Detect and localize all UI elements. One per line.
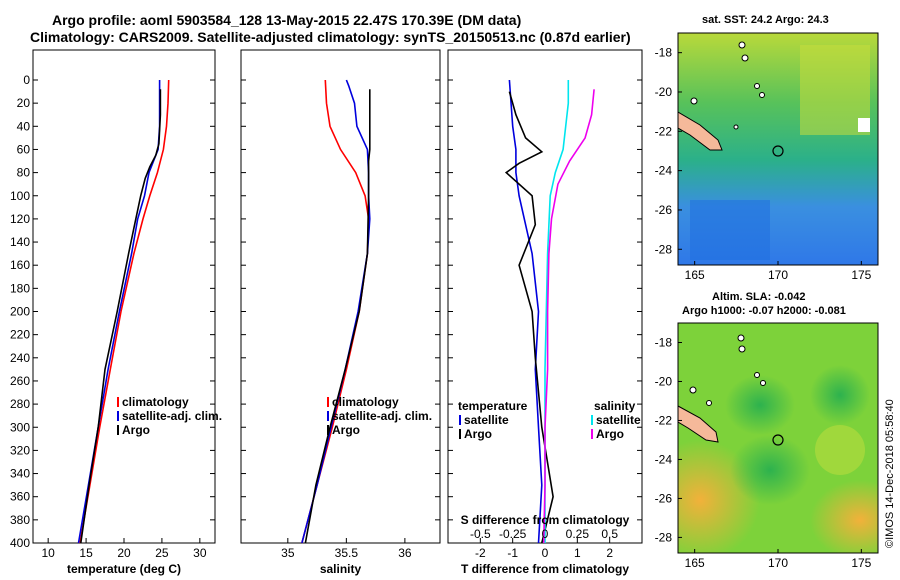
y-tick-label: 140 — [10, 235, 30, 249]
y-tick-label: 120 — [10, 212, 30, 226]
sla-map-title2: Argo h1000: -0.07 h2000: -0.081 — [682, 305, 846, 317]
sst-y-tick-label: -28 — [655, 242, 673, 256]
legend-label: satellite-adj. clim. — [332, 409, 432, 423]
argo-position-marker-sla — [772, 434, 784, 446]
legend-label: Argo — [122, 423, 150, 437]
legend-label: satellite — [596, 413, 641, 427]
y-tick-label: 180 — [10, 281, 30, 295]
y-tick-label: 0 — [23, 73, 30, 87]
y-tick-label: 40 — [17, 119, 31, 133]
sla-map — [678, 323, 878, 553]
sla-x-tick-label: 165 — [685, 556, 705, 570]
profile-panel-3: -2 -1 0 1 2 T difference from climatology temp… — [447, 49, 643, 576]
sst-y-tick-label: -20 — [655, 85, 673, 99]
sst-y-tick-label: -22 — [655, 124, 673, 138]
sst-map-title: sat. SST: 24.2 Argo: 24.3 — [702, 14, 829, 26]
x-axis-label: T difference from climatology — [461, 562, 629, 576]
x-tick-label: 20 — [117, 546, 131, 560]
x2-tick-label: 0 — [542, 527, 549, 541]
y-tick-label: 380 — [10, 513, 30, 527]
x2-tick-label: -0.25 — [499, 527, 527, 541]
x-tick-label: 15 — [79, 546, 93, 560]
panel-frame — [240, 49, 441, 544]
y-tick-label: 80 — [17, 166, 31, 180]
y-tick-label: 220 — [10, 328, 30, 342]
sst-y-tick-label: -24 — [655, 164, 673, 178]
profile-panel-2: 35 35.5 36 salinity climatologysatellite-adj… — [240, 49, 441, 576]
profile-panel-1: 0 20 40 60 80 100 120 140 160 180 200 220 240 260 280 3… — [10, 49, 222, 576]
sst-x-tick-label: 170 — [768, 268, 788, 282]
y-tick-label: 280 — [10, 397, 30, 411]
legend-label: Argo — [464, 427, 492, 441]
sst-x-tick-label: 175 — [851, 268, 871, 282]
series-salinity-satellite — [544, 80, 570, 543]
x-tick-label: 36 — [398, 546, 412, 560]
series-salinity-argo — [542, 89, 595, 544]
x-tick-label: 35.5 — [335, 546, 359, 560]
sla-y-tick-label: -24 — [655, 452, 673, 466]
y-tick-label: 320 — [10, 443, 30, 457]
legend-group-label: salinity — [594, 399, 636, 413]
x-tick-label: 30 — [193, 546, 207, 560]
x-tick-label: 0 — [542, 546, 549, 560]
x2-axis-label: S difference from climatology — [461, 513, 630, 527]
x-axis-label: temperature (deg C) — [67, 562, 181, 576]
sla-x-tick-label: 170 — [768, 556, 788, 570]
argo-position-marker — [772, 145, 784, 157]
y-tick-label: 340 — [10, 467, 30, 481]
sst-y-tick-label: -26 — [655, 203, 673, 217]
x-tick-label: 25 — [155, 546, 169, 560]
y-tick-label: 260 — [10, 374, 30, 388]
legend-group-label: temperature — [458, 399, 528, 413]
y-tick-label: 200 — [10, 305, 30, 319]
series-argo — [80, 89, 162, 544]
series-temperature-argo — [504, 91, 554, 544]
y-tick-label: 160 — [10, 258, 30, 272]
sst-x-tick-label: 165 — [685, 268, 705, 282]
header-line2: Climatology: CARS2009. Satellite-adjuste… — [30, 29, 631, 45]
sla-y-tick-label: -26 — [655, 491, 673, 505]
x2-tick-label: 0.25 — [566, 527, 590, 541]
legend-label: Argo — [332, 423, 360, 437]
sla-x-tick-label: 175 — [851, 556, 871, 570]
legend-label: satellite — [464, 413, 509, 427]
sla-y-tick-label: -20 — [655, 374, 673, 388]
x-tick-label: -1 — [507, 546, 518, 560]
sla-map-title1: Altim. SLA: -0.042 — [712, 291, 806, 303]
x-axis-label: salinity — [320, 562, 362, 576]
x-tick-label: 1 — [574, 546, 581, 560]
x-tick-label: 2 — [606, 546, 613, 560]
x2-tick-label: 0.5 — [601, 527, 618, 541]
y-tick-label: 300 — [10, 420, 30, 434]
series-argo — [304, 89, 371, 544]
legend-label: climatology — [122, 395, 189, 409]
y-tick-label: 360 — [10, 490, 30, 504]
sla-y-tick-label: -22 — [655, 413, 673, 427]
y-tick-label: 100 — [10, 189, 30, 203]
series-satellite-adj-clim- — [301, 79, 371, 544]
series-temperature-satellite — [508, 79, 543, 544]
x-tick-label: 35 — [281, 546, 295, 560]
x-tick-label: 10 — [41, 546, 55, 560]
sla-y-tick-label: -18 — [655, 335, 673, 349]
y-tick-label: 400 — [10, 536, 30, 550]
series-climatology — [79, 79, 170, 544]
sla-y-tick-label: -28 — [655, 530, 673, 544]
sst-map — [678, 33, 878, 265]
legend-label: Argo — [596, 427, 624, 441]
legend-label: climatology — [332, 395, 399, 409]
legend-label: satellite-adj. clim. — [122, 409, 222, 423]
y-tick-label: 20 — [17, 96, 31, 110]
x-tick-label: -2 — [475, 546, 486, 560]
x2-tick-label: -0.5 — [470, 527, 491, 541]
sst-y-tick-label: -18 — [655, 46, 673, 60]
y-tick-label: 60 — [17, 142, 31, 156]
header-line1: Argo profile: aoml 5903584_128 13-May-20… — [52, 12, 522, 28]
y-tick-label: 240 — [10, 351, 30, 365]
